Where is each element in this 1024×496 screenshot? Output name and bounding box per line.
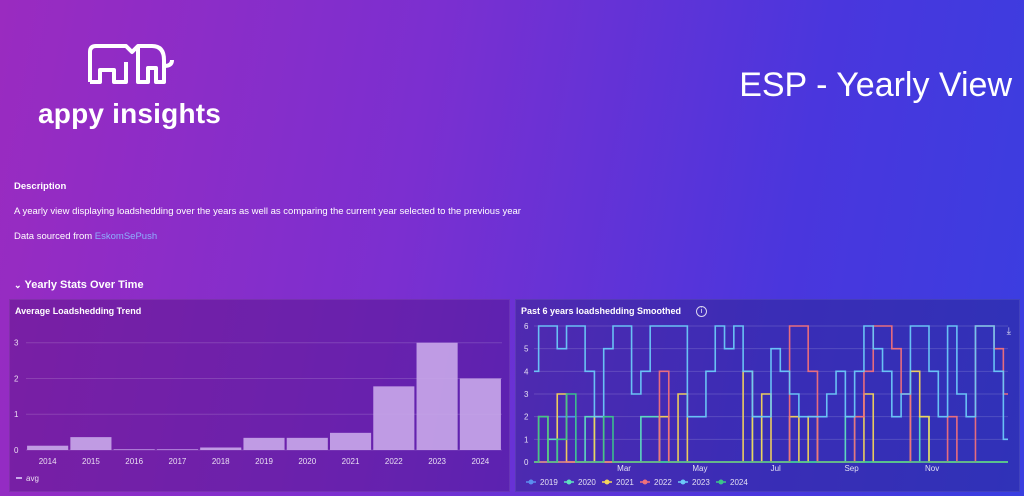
x-tick-label: 2017: [169, 457, 187, 466]
bar: [329, 432, 372, 450]
chevron-down-icon: ⌄: [14, 280, 22, 290]
section-label: Yearly Stats Over Time: [24, 279, 144, 291]
y-tick-label: 1: [14, 410, 19, 419]
x-tick-label: 2022: [385, 457, 403, 466]
x-tick-label: 2020: [298, 457, 316, 466]
bar: [156, 449, 199, 450]
panel-title: Average Loadshedding Trend: [15, 306, 142, 316]
y-tick-label: 6: [524, 322, 529, 331]
bar: [243, 437, 285, 450]
y-tick-label: 3: [524, 390, 529, 399]
y-tick-label: 4: [524, 367, 529, 376]
panel-title: Past 6 years loadshedding Smoothed: [521, 306, 682, 316]
bar: [200, 447, 242, 450]
x-tick-label: 2024: [471, 457, 489, 466]
x-tick-label: 2018: [212, 457, 230, 466]
bar: [27, 445, 69, 450]
y-tick-label: 2: [14, 374, 19, 383]
x-tick-label: May: [692, 464, 707, 473]
description-heading: Description: [14, 181, 67, 192]
y-tick-label: 0: [524, 458, 529, 467]
legend-label: 2024: [730, 478, 748, 487]
legend-marker: [566, 479, 572, 485]
y-tick-label: 5: [524, 345, 529, 354]
download-icon[interactable]: ⤓: [1006, 326, 1011, 337]
source-prefix: Data sourced from: [14, 231, 95, 242]
description-text: A yearly view displaying loadshedding ov…: [14, 206, 521, 217]
line-chart: 0 1 2 3 4 5 6 Mar May Jul Sep Nov 2019 2020 2021 2022 20…: [524, 322, 1008, 487]
x-tick-label: Nov: [925, 464, 939, 473]
y-tick-label: 2: [524, 413, 529, 422]
bar: [459, 378, 501, 450]
y-tick-label: 0: [14, 446, 19, 455]
x-tick-label: 2019: [255, 457, 273, 466]
bar: [286, 437, 328, 450]
legend-label: 2022: [654, 478, 672, 487]
bar: [70, 437, 112, 450]
y-tick-label: 3: [14, 339, 19, 348]
bar: [373, 386, 415, 450]
source-line: Data sourced from EskomSePush: [14, 232, 157, 242]
legend-label: avg: [26, 474, 39, 483]
legend-marker: [604, 479, 610, 485]
legend-label: 2020: [578, 478, 596, 487]
legend-label: 2023: [692, 478, 710, 487]
x-tick-label: Sep: [844, 464, 859, 473]
bar-chart: 0 1 2 3 2014 2015 2016 2017 2018 2019 2020 2021 2022…: [14, 339, 502, 483]
section-header[interactable]: ⌄ Yearly Stats Over Time: [14, 279, 144, 291]
x-tick-label: 2015: [82, 457, 100, 466]
page-title: ESP - Yearly View: [739, 66, 1012, 104]
series-line-2023: [534, 325, 1008, 441]
bar: [113, 449, 155, 450]
x-tick-label: 2014: [39, 457, 57, 466]
logo-text: appy insights: [38, 98, 222, 129]
x-tick-label: Jul: [771, 464, 781, 473]
logo: appy insights: [38, 42, 228, 132]
elephant-icon: [88, 44, 174, 84]
x-tick-label: 2023: [428, 457, 446, 466]
legend-marker: [528, 479, 534, 485]
x-tick-label: 2021: [342, 457, 360, 466]
legend-marker: [718, 479, 724, 485]
panel-smoothed: Past 6 years loadshedding Smoothed i ⤓ 0…: [515, 299, 1020, 492]
source-link[interactable]: EskomSePush: [94, 231, 158, 242]
x-tick-label: 2016: [125, 457, 143, 466]
x-tick-label: Mar: [617, 464, 631, 473]
legend-label: 2019: [540, 478, 558, 487]
y-tick-label: 1: [524, 435, 529, 444]
legend-label: 2021: [616, 478, 634, 487]
bar: [416, 342, 458, 450]
series-line-2024: [534, 393, 1008, 463]
info-icon[interactable]: i: [696, 306, 707, 317]
legend-marker: [642, 479, 648, 485]
legend-marker: [680, 479, 686, 485]
panel-average-trend: Average Loadshedding Trend 0 1 2 3 2014 2015 2…: [9, 299, 510, 492]
